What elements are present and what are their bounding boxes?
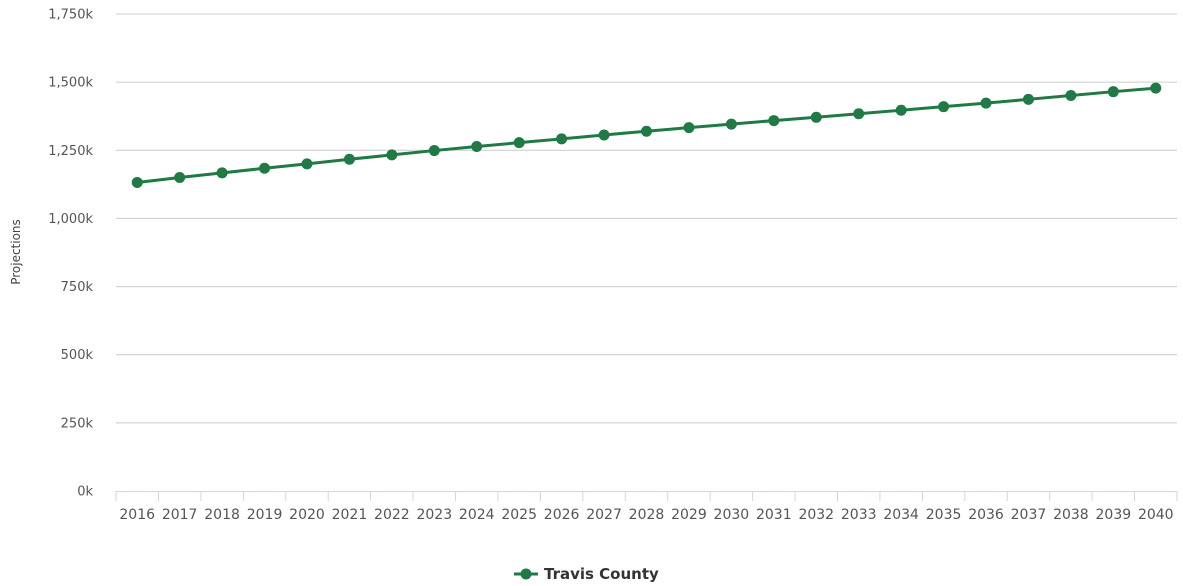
x-tick-label: 2036 <box>968 507 1004 523</box>
x-tick-label: 2038 <box>1053 507 1089 523</box>
gridlines <box>116 13 1177 424</box>
x-tick-label: 2021 <box>332 507 368 523</box>
data-point[interactable] <box>301 158 313 170</box>
data-point[interactable] <box>938 101 950 113</box>
data-point[interactable] <box>1065 89 1077 101</box>
data-point[interactable] <box>556 133 568 145</box>
y-axis-label: Projections <box>9 219 23 285</box>
data-point[interactable] <box>131 176 143 188</box>
x-tick-label: 2030 <box>714 507 750 523</box>
y-tick-label: 1,000k <box>48 212 93 227</box>
y-tick-label: 1,750k <box>48 8 93 23</box>
data-point[interactable] <box>768 115 780 127</box>
x-tick-label: 2034 <box>883 507 919 523</box>
data-point[interactable] <box>174 172 186 184</box>
y-tick-label: 0k <box>77 485 93 500</box>
x-tick-label: 2039 <box>1096 507 1132 523</box>
x-tick-label: 2028 <box>629 507 665 523</box>
data-point[interactable] <box>216 167 228 179</box>
x-tick-label: 2018 <box>204 507 240 523</box>
data-point[interactable] <box>853 108 865 120</box>
x-tick-label: 2016 <box>119 507 155 523</box>
x-tick-label: 2040 <box>1138 507 1174 523</box>
data-point[interactable] <box>259 162 271 174</box>
x-tick-label: 2037 <box>1011 507 1047 523</box>
y-tick-label: 1,250k <box>48 144 93 159</box>
data-point[interactable] <box>471 140 483 152</box>
data-point[interactable] <box>641 125 652 137</box>
x-tick-label: 2026 <box>544 507 580 523</box>
y-tick-label: 1,500k <box>48 76 93 91</box>
x-tick-label: 2032 <box>798 507 834 523</box>
data-point[interactable] <box>980 97 992 109</box>
y-tick-label: 750k <box>61 280 94 295</box>
data-point[interactable] <box>895 104 907 116</box>
series-layer <box>131 82 1162 188</box>
x-tick-label: 2029 <box>671 507 707 523</box>
x-tick-label: 2022 <box>374 507 410 523</box>
x-tick-label: 2019 <box>247 507 283 523</box>
x-axis: 2016 2017 2018 2019 2020 2021 2022 2023 2024 2025… <box>115 491 1178 523</box>
x-tick-label: 2031 <box>756 507 792 523</box>
data-point[interactable] <box>725 118 737 130</box>
legend-marker-icon <box>520 568 532 580</box>
x-tick-label: 2023 <box>416 507 452 523</box>
data-point[interactable] <box>1107 86 1119 98</box>
y-tick-label: 500k <box>61 348 94 363</box>
data-point[interactable] <box>513 137 525 149</box>
data-point[interactable] <box>810 111 822 123</box>
x-tick-label: 2025 <box>501 507 537 523</box>
x-tick-label: 2033 <box>841 507 877 523</box>
x-tick-label: 2017 <box>162 507 198 523</box>
data-point[interactable] <box>343 153 355 165</box>
x-tick-label: 2027 <box>586 507 622 523</box>
data-point[interactable] <box>386 149 398 161</box>
y-tick-label: 250k <box>61 416 94 431</box>
data-point[interactable] <box>1022 93 1034 105</box>
data-point[interactable] <box>598 129 610 141</box>
data-point[interactable] <box>683 122 695 134</box>
x-tick-label: 2020 <box>289 507 325 523</box>
x-tick-label: 2035 <box>926 507 962 523</box>
legend[interactable]: Travis County <box>514 565 659 583</box>
data-point[interactable] <box>428 145 440 157</box>
data-point[interactable] <box>1150 82 1162 94</box>
legend-label: Travis County <box>544 565 659 583</box>
y-axis-ticks: 0k 250k 500k 750k 1,000k 1,250k 1,500k 1,750k <box>48 8 93 500</box>
x-tick-label: 2024 <box>459 507 495 523</box>
